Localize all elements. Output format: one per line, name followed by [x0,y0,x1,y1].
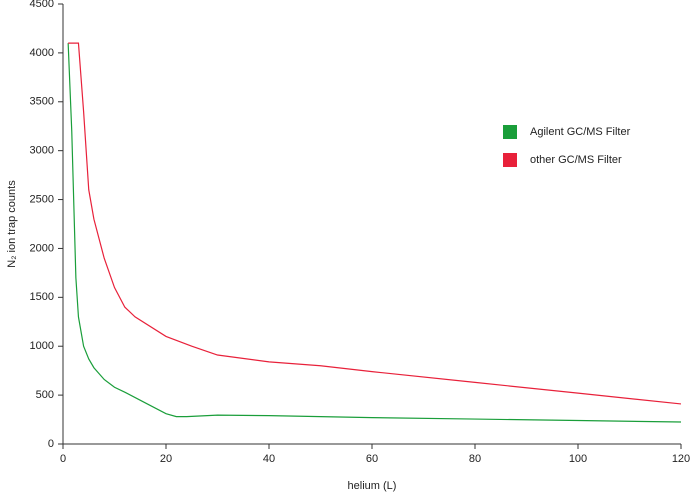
x-tick-label: 20 [160,453,172,465]
y-tick-label: 3000 [30,145,54,157]
x-tick-label: 60 [366,453,378,465]
x-tick-label: 0 [60,453,66,465]
y-tick-label: 2500 [30,193,54,205]
x-tick-label: 40 [263,453,275,465]
legend-swatch [503,125,517,139]
x-tick-label: 100 [569,453,587,465]
legend-swatch [503,153,517,167]
legend-label: Agilent GC/MS Filter [530,126,631,138]
x-tick-label: 80 [469,453,481,465]
y-tick-label: 1000 [30,340,54,352]
y-tick-label: 500 [36,389,54,401]
y-tick-label: 1500 [30,291,54,303]
series-line [68,42,682,405]
legend-label: other GC/MS Filter [530,154,622,166]
x-tick-label: 120 [672,453,690,465]
y-tick-label: 3500 [30,96,54,108]
y-tick-label: 2000 [30,242,54,254]
x-axis-label: helium (L) [348,480,397,492]
y-tick-label: 4000 [30,47,54,59]
y-axis-label: N₂ ion trap counts [6,180,18,268]
y-tick-label: 0 [48,438,54,450]
series-line [67,43,682,423]
y-tick-label: 4500 [30,0,54,10]
